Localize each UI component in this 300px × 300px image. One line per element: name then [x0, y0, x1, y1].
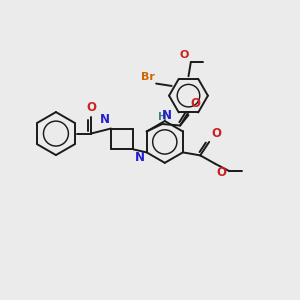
- Text: O: O: [86, 101, 96, 114]
- Text: H: H: [158, 112, 167, 122]
- Text: N: N: [162, 109, 172, 122]
- Text: Br: Br: [141, 72, 155, 82]
- Text: O: O: [190, 97, 201, 110]
- Text: O: O: [217, 166, 226, 178]
- Text: O: O: [179, 50, 188, 60]
- Text: O: O: [211, 127, 221, 140]
- Text: N: N: [135, 151, 145, 164]
- Text: N: N: [100, 113, 110, 126]
